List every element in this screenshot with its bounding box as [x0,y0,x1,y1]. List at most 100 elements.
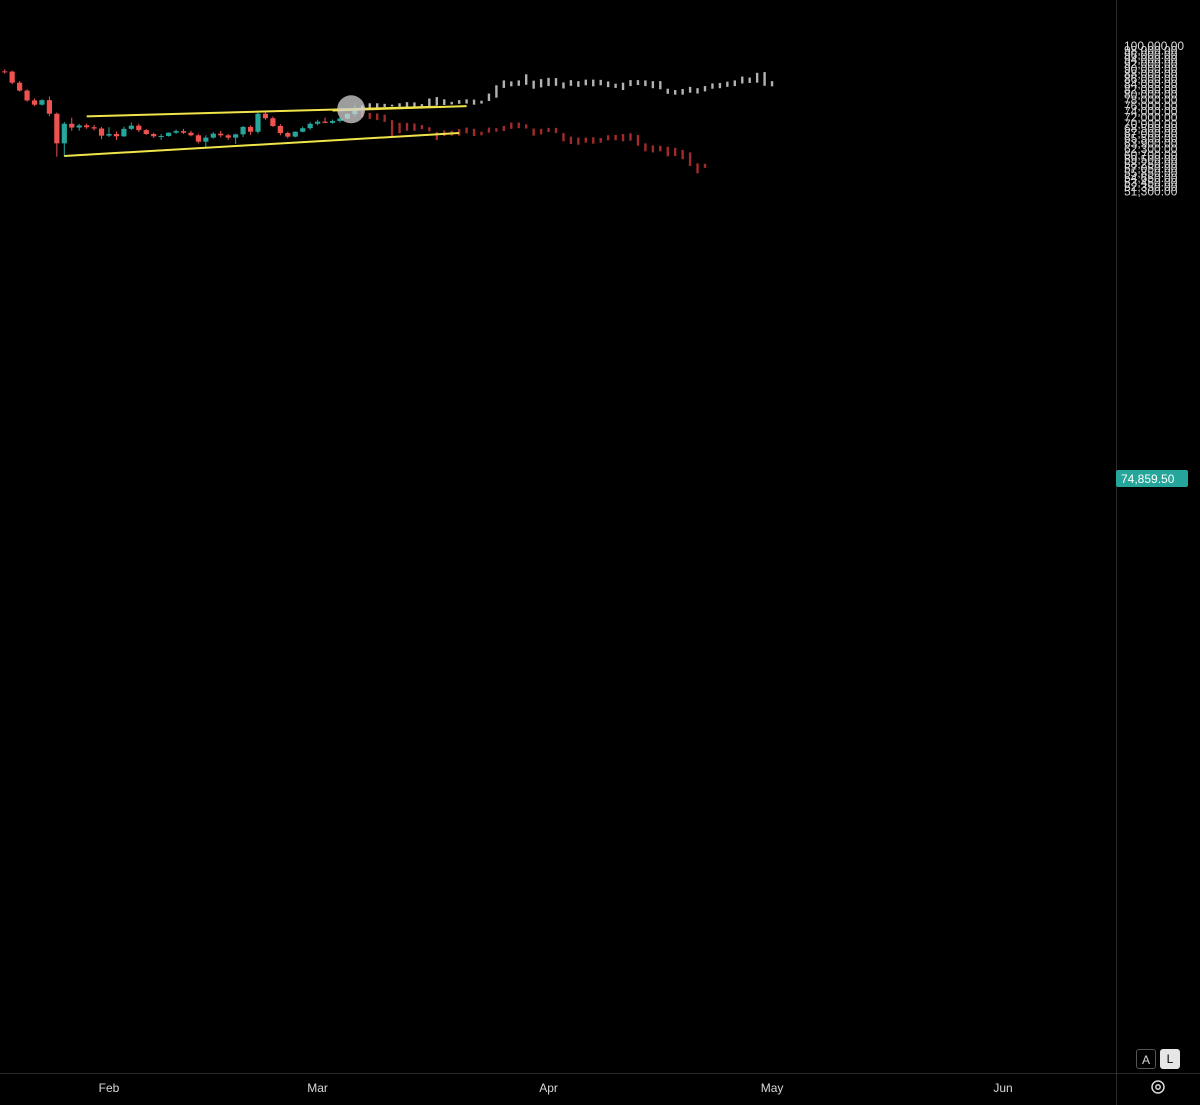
candle-body [247,126,254,132]
projection-lower-bar [376,113,379,121]
projection-upper-bar [428,98,431,108]
last-price-bg [1116,470,1188,487]
candle-body [61,123,67,144]
candle-body [322,121,328,123]
projection-upper-bar [405,102,409,107]
candle-body [270,118,276,126]
projection-upper-bar [681,88,684,95]
projection-lower-bar [577,137,580,145]
y-tick-label: 88,000.00 [1124,67,1178,81]
projection-upper-bar [621,82,625,91]
projection-upper-bar [398,103,401,107]
x-tick-label: Mar [307,1081,328,1095]
last-price-tag: 74,859.50 [1116,470,1188,487]
candle-body [292,131,298,137]
projection-upper-bar [532,80,535,89]
projection-upper-bar [733,80,736,87]
projection-lower-bar [539,128,543,135]
projection-upper-bar [726,81,729,87]
candle-body [9,71,15,83]
y-tick-label: 62,300.00 [1124,142,1178,156]
price-axis[interactable]: 100,000.0098,000.0096,000.0094,000.0092,… [1116,0,1185,1105]
projection-upper-bar [547,77,550,87]
projection-upper-bar [413,102,416,108]
y-tick-label: 57,050.00 [1124,161,1178,175]
projection-lower-bar [614,134,617,141]
y-tick-label: 72,000.00 [1124,111,1178,125]
projection-lower-bar [644,143,647,152]
candle-body [300,128,306,132]
y-tick-label: 70,000.00 [1124,117,1178,131]
projection-upper-bar [390,104,394,107]
candle-body [128,125,134,129]
projection-lower-bar [487,127,491,133]
projection-upper-bar [606,81,610,88]
projection-upper-bar [525,74,528,85]
projection-upper-bar [696,88,699,94]
projection-upper-bar [376,103,379,108]
y-tick-label: 86,000.00 [1124,72,1178,86]
candle-body [285,133,291,137]
projection-upper-bar [592,79,595,87]
projection-lower-bar [659,145,662,152]
projection-upper-bar [763,72,766,86]
projection-lower-bar [547,127,550,133]
projection-upper-bar [674,90,677,95]
candle-body [195,135,201,142]
y-tick-label: 68,500.00 [1124,122,1178,136]
projection-upper-bar [383,103,386,107]
projection-upper-bar [517,80,520,86]
projection-lower-bar [703,163,707,168]
projection-lower-bar [390,120,394,138]
projection-lower-bar [651,145,655,153]
candle-body [69,123,75,128]
y-tick-label: 67,000.00 [1124,126,1178,140]
y-tick-label: 80,000.00 [1124,88,1178,102]
projection-upper-bar [711,83,714,89]
y-tick-label: 54,650.00 [1124,171,1178,185]
projection-upper-bar [562,82,565,89]
candle-body [173,131,179,133]
x-tick-label: Jun [993,1081,1012,1095]
candle-body [31,100,38,105]
candle-body [218,133,224,136]
projection-upper-bar [584,79,587,86]
projection-lower-bar [457,129,461,136]
y-tick-label: 65,500.00 [1124,131,1178,145]
projection-upper-bar [554,78,558,86]
y-tick-label: 63,900.00 [1124,137,1178,151]
projection-lower-bar [688,152,692,166]
y-tick-label: 78,000.00 [1124,93,1178,107]
projection-lower-bar [525,124,528,129]
projection-upper-bar [629,80,632,87]
projection-lower-bar [398,122,401,134]
y-tick-label: 96,000.00 [1124,48,1178,62]
projection-lower-bar [383,114,386,122]
projection-upper-bar [450,101,453,105]
candle-body [307,123,313,129]
marker-layer [337,95,366,124]
candle-body [46,100,52,114]
log-scale-button[interactable]: L [1160,1049,1180,1069]
candle-body [225,135,231,138]
projection-lower-bar [562,133,565,142]
y-tick-label: 100,000.00 [1124,39,1184,53]
settings-gear-icon[interactable] [1148,1077,1168,1097]
time-axis[interactable]: Feb Mar Apr May Jun [0,1073,1200,1096]
projection-lower-bar [517,122,520,129]
projection-lower-bar [368,112,371,119]
projection-lower-bar [674,147,677,156]
candle-body [188,132,194,136]
auto-scale-button[interactable]: A [1136,1049,1156,1069]
candle-body [24,90,30,101]
projection-lower-bars [361,111,707,174]
candle-body [84,125,90,128]
y-tick-label: 74,000.00 [1124,105,1178,119]
projection-lower-bar [480,131,483,136]
projection-lower-bar [502,125,506,132]
highlight-marker [337,95,366,124]
y-tick-label: 52,350.00 [1124,180,1178,194]
projection-upper-bar [666,88,669,94]
